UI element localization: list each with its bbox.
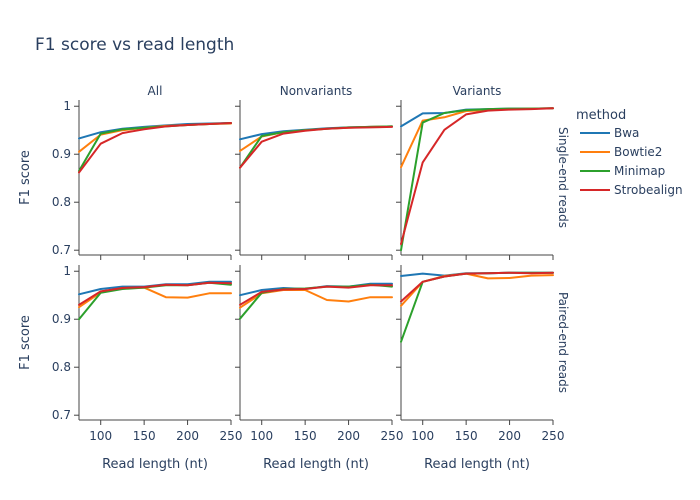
series-line-bowtie2 bbox=[400, 272, 554, 307]
x-tick-label: 250 bbox=[381, 429, 404, 443]
series-line-bowtie2 bbox=[400, 107, 554, 169]
panel-paired-end-reads-variants: 100 150 200 250 bbox=[396, 265, 564, 443]
x-tick-label: 100 bbox=[250, 429, 273, 443]
series-line-minimap bbox=[400, 107, 554, 252]
y-tick-label: 1 bbox=[63, 99, 71, 113]
x-axis-title: Read length (nt) bbox=[263, 457, 369, 472]
x-tick-label: 150 bbox=[133, 429, 156, 443]
facet-labels: All Nonvariants Variants Single-end reads Pa… bbox=[148, 84, 570, 393]
facet-row-label-paired-end-reads: Paired-end reads bbox=[556, 292, 570, 393]
facet-label-nonvariants: Nonvariants bbox=[280, 84, 353, 98]
legend-item-bowtie2[interactable]: Bowtie2 bbox=[580, 145, 662, 159]
legend: method Bwa Bowtie2 Minimap Strobealign bbox=[576, 108, 683, 197]
panel-single-end-reads-all: 0.7 0.8 0.9 1 bbox=[52, 99, 232, 260]
panel-single-end-reads-variants bbox=[396, 100, 554, 260]
x-tick-label: 250 bbox=[220, 429, 243, 443]
x-tick-label: 150 bbox=[455, 429, 478, 443]
legend-item-bwa[interactable]: Bwa bbox=[580, 126, 639, 140]
series-line-minimap bbox=[400, 271, 554, 343]
series-line-strobealign bbox=[78, 122, 232, 174]
y-tick-label: 0.9 bbox=[52, 147, 71, 161]
facet-row-label-single-end-reads: Single-end reads bbox=[556, 127, 570, 228]
facet-label-all: All bbox=[148, 84, 163, 98]
x-axis-title: Read length (nt) bbox=[102, 457, 208, 472]
series-line-minimap bbox=[78, 122, 232, 172]
series-line-strobealign bbox=[78, 281, 232, 306]
legend-item-strobealign[interactable]: Strobealign bbox=[580, 183, 683, 197]
x-tick-label: 100 bbox=[411, 429, 434, 443]
series-line-minimap bbox=[239, 125, 393, 169]
series-line-strobealign bbox=[239, 284, 393, 306]
y-axis-title: F1 score bbox=[18, 315, 33, 370]
panel-paired-end-reads-nonvariants: 100 150 200 250 bbox=[235, 265, 403, 443]
y-tick-label: 0.7 bbox=[52, 243, 71, 257]
series-line-strobealign bbox=[400, 107, 554, 245]
legend-label: Strobealign bbox=[614, 183, 683, 197]
series-line-strobealign bbox=[239, 125, 393, 169]
series-line-bwa bbox=[78, 122, 232, 140]
y-tick-label: 0.8 bbox=[52, 360, 71, 374]
y-tick-label: 0.8 bbox=[52, 195, 71, 209]
y-axis-title: F1 score bbox=[18, 150, 33, 205]
x-tick-label: 100 bbox=[89, 429, 112, 443]
y-tick-label: 0.7 bbox=[52, 408, 71, 422]
facet-label-variants: Variants bbox=[453, 84, 502, 98]
legend-title: method bbox=[576, 108, 626, 123]
panel-single-end-reads-nonvariants bbox=[235, 100, 393, 260]
series-line-strobealign bbox=[400, 271, 554, 303]
legend-label: Minimap bbox=[614, 164, 665, 178]
y-tick-label: 0.9 bbox=[52, 312, 71, 326]
legend-item-minimap[interactable]: Minimap bbox=[580, 164, 665, 178]
axis-labels: F1 score F1 score Read length (nt) Read len… bbox=[18, 150, 530, 472]
chart-title: F1 score vs read length bbox=[35, 35, 234, 55]
panel-paired-end-reads-all: 0.7 0.8 0.9 1 100 150 200 250 bbox=[52, 264, 243, 443]
x-tick-label: 200 bbox=[176, 429, 199, 443]
x-tick-label: 250 bbox=[542, 429, 565, 443]
legend-label: Bowtie2 bbox=[614, 145, 662, 159]
x-tick-label: 200 bbox=[337, 429, 360, 443]
chart-panels: 0.7 0.8 0.9 1 0.7 0.8 0.9 1 100 150 200 250 100 150 20… bbox=[52, 99, 565, 443]
y-tick-label: 1 bbox=[63, 264, 71, 278]
x-tick-label: 150 bbox=[294, 429, 317, 443]
legend-label: Bwa bbox=[614, 126, 639, 140]
x-tick-label: 200 bbox=[498, 429, 521, 443]
x-axis-title: Read length (nt) bbox=[424, 457, 530, 472]
